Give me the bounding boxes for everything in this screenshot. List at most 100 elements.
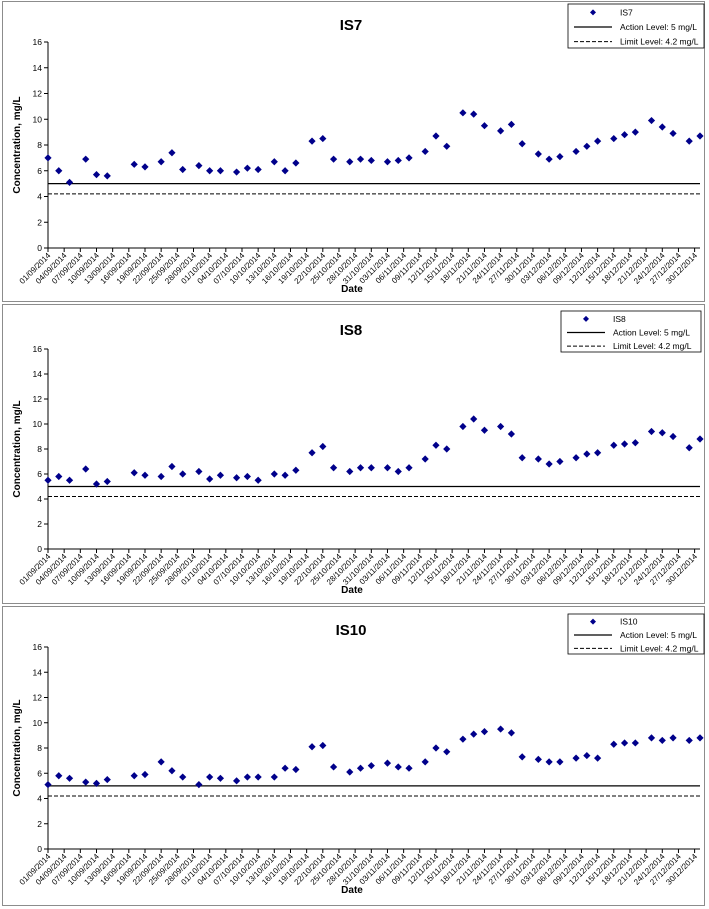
data-point [292,765,300,774]
data-point [631,128,639,136]
data-point [583,751,591,760]
data-point [669,129,677,138]
data-point [620,131,629,139]
data-point [556,152,564,161]
data-point [195,781,203,789]
data-point [669,734,677,742]
data-point [497,422,505,431]
y-tick-label: 12 [33,394,43,404]
y-tick-label: 16 [33,37,43,47]
data-point [572,754,580,762]
data-point [583,142,591,150]
data-point [82,778,90,786]
data-point [518,140,526,148]
data-point [367,762,375,770]
data-point [459,422,467,431]
legend-marker-diamond [583,315,589,322]
y-tick-label: 14 [33,369,43,379]
data-point [696,734,704,742]
data-point [459,109,467,117]
data-point [459,735,467,743]
data-point [394,156,402,165]
y-axis-label: Concentration, mg/L [12,699,23,796]
data-point [669,432,677,441]
data-point [308,449,316,457]
data-point [685,137,693,145]
data-point [658,123,666,131]
data-point [421,758,429,766]
data-point [82,155,90,163]
data-point [583,450,591,458]
chart-panel-is10: IS10 Concentration, mg/L 0 2 4 6 8 10 12 14 16 01/0… [2,606,705,906]
legend-label: Action Level: 5 mg/L [620,22,697,32]
data-point [65,178,74,186]
legend-box [567,3,705,49]
y-tick-label: 4 [37,794,42,804]
data-point [157,472,165,481]
data-point [631,439,639,447]
y-tick-label: 4 [37,494,42,504]
data-point [497,725,505,733]
y-tick-label: 2 [37,217,42,227]
data-point [572,147,580,156]
data-point [405,464,413,472]
data-point [44,781,52,789]
data-point [443,445,451,453]
data-point [658,429,666,437]
data-point [319,134,327,143]
data-point [292,159,300,167]
data-point [179,773,187,781]
data-point [103,775,111,784]
y-tick-label: 0 [37,844,42,854]
data-point [65,476,74,484]
data-point [141,770,149,779]
y-tick-label: 0 [37,243,42,253]
data-point [130,160,138,168]
data-point [594,754,602,762]
data-point [130,469,138,477]
chart-title: IS8 [340,322,363,339]
chart-panel-is8: IS8 Concentration, mg/L 0 2 4 6 8 10 12 14 16 01/09… [2,304,705,604]
y-tick-label: 14 [33,63,43,73]
data-point [319,442,327,451]
data-point [421,455,429,463]
data-point [216,167,225,175]
y-tick-label: 16 [33,344,43,354]
data-point [281,167,289,175]
data-point [470,415,478,423]
data-point [329,464,338,472]
data-point [232,168,241,176]
data-point [421,147,429,156]
legend-box [560,310,702,353]
data-point [470,730,478,738]
data-point [696,132,704,140]
data-point [594,137,602,145]
data-point [383,759,392,767]
data-point [383,464,392,472]
data-point [631,739,639,747]
data-point [329,763,338,771]
data-point [620,440,629,448]
data-point [696,435,704,443]
data-point [206,773,214,781]
legend-label: Limit Level: 4.2 mg/L [620,37,699,47]
legend-label: IS8 [613,314,626,324]
y-tick-label: 12 [33,693,43,703]
data-point [556,457,564,466]
data-point [356,464,365,472]
data-point [281,764,289,772]
data-point [103,172,111,180]
data-point [206,167,214,175]
y-tick-label: 6 [37,469,42,479]
y-tick-label: 6 [37,166,42,176]
data-point [367,156,375,165]
data-point [497,127,505,135]
data-point [319,741,327,750]
chart-panel-is7: IS7 Concentration, mg/L 0 2 4 6 8 10 12 14 16 01/09… [2,1,705,302]
data-point [658,736,666,745]
data-point [647,427,656,436]
data-point [157,758,165,766]
data-point [281,471,289,479]
